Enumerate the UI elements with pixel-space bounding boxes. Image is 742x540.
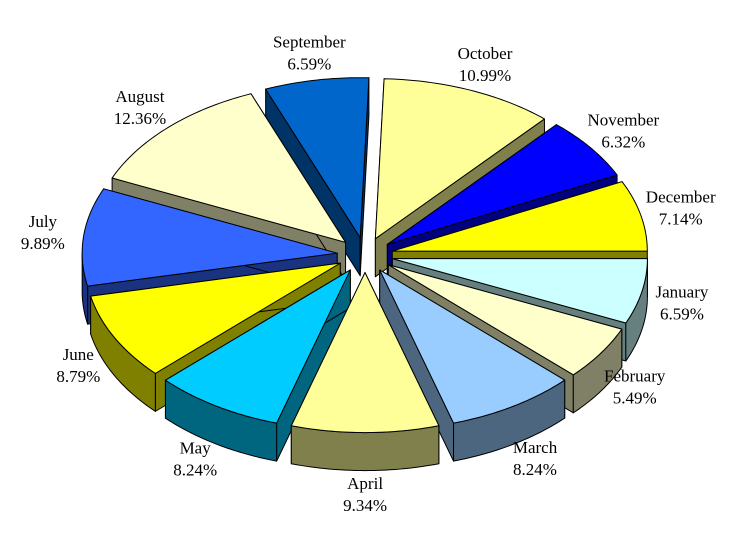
slice-label: May: [180, 438, 212, 457]
slice-top: [265, 77, 370, 239]
slice-value-label: 6.59%: [287, 55, 331, 74]
slice-value-label: 9.34%: [343, 496, 387, 515]
slice-value-label: 9.89%: [21, 234, 65, 253]
slice-top: [164, 269, 351, 424]
slice-label: August: [115, 87, 164, 106]
slice-label: March: [513, 438, 558, 457]
slice-top: [387, 264, 623, 376]
slice-value-label: 6.59%: [660, 304, 704, 323]
slice-label: January: [655, 282, 708, 301]
slice-label: November: [587, 110, 659, 129]
slice: [379, 269, 566, 462]
slice-top: [391, 181, 648, 252]
slice-top: [81, 188, 338, 287]
slice-value-label: 8.79%: [56, 367, 100, 386]
slice-label: February: [604, 366, 666, 385]
slice-label: April: [347, 474, 383, 493]
slice: [164, 269, 351, 462]
slice-label: September: [273, 33, 346, 52]
slice-top: [111, 93, 347, 243]
slice-top: [374, 78, 545, 240]
slice-value-label: 10.99%: [459, 66, 511, 85]
slice-value-label: 8.24%: [173, 460, 217, 479]
slice-label: December: [646, 188, 716, 207]
slice-value-label: 7.14%: [659, 210, 703, 229]
slice-value-label: 6.32%: [601, 132, 645, 151]
slice-value-label: 5.49%: [613, 388, 657, 407]
slice-value-label: 12.36%: [114, 109, 166, 128]
slice-top: [290, 272, 440, 434]
slice-label: October: [458, 44, 513, 63]
slice-label: June: [63, 345, 94, 364]
slice-label: July: [29, 212, 58, 231]
slice-value-label: 8.24%: [513, 460, 557, 479]
slice-top: [386, 124, 618, 245]
slice-top: [391, 258, 648, 324]
slice-top: [90, 262, 341, 374]
slice-top: [379, 269, 566, 424]
slice: [290, 272, 440, 472]
